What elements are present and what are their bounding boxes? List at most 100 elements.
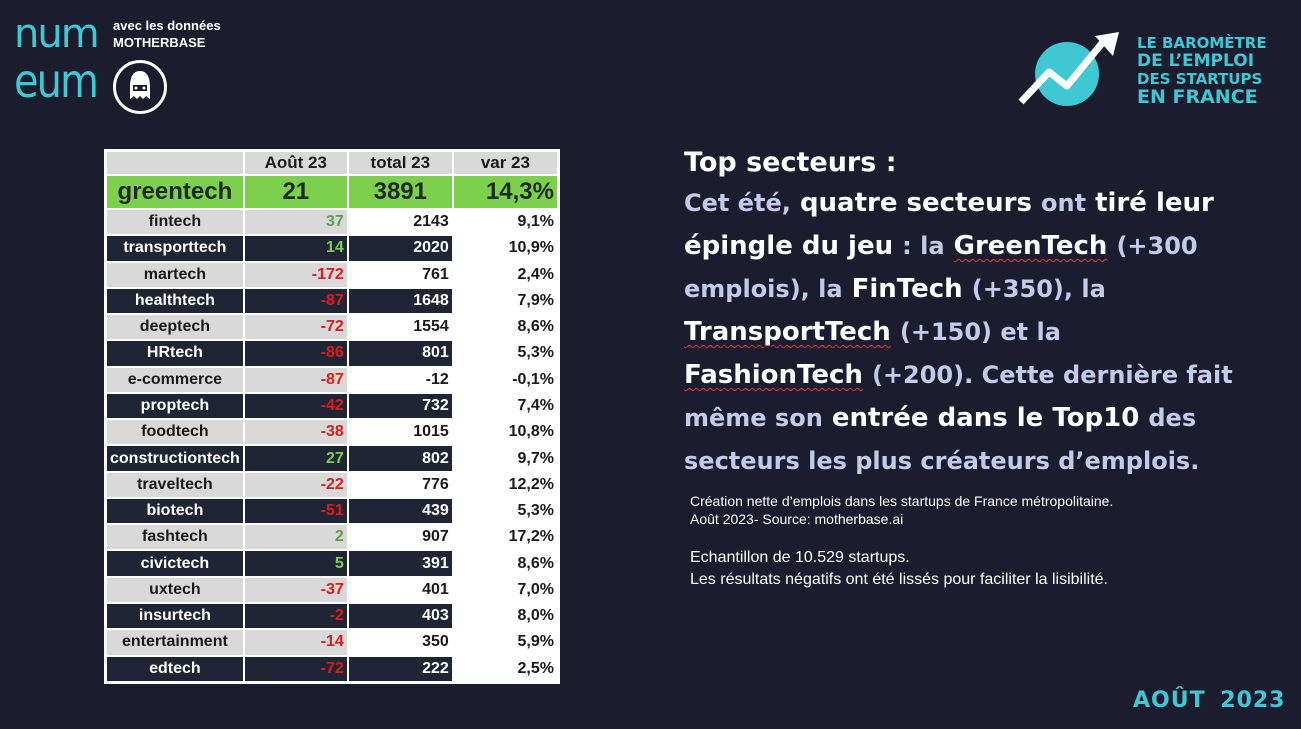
motherbase-mascot-icon xyxy=(113,60,167,114)
table-row: deeptech -72 1554 8,6% xyxy=(107,315,557,340)
cell-aout: -72 xyxy=(244,656,347,681)
headline-seg-13: (+200) xyxy=(871,361,965,389)
partner-line-2: MOTHERBASE xyxy=(113,35,206,50)
cell-total: 907 xyxy=(348,525,452,550)
cell-aout: -51 xyxy=(244,498,347,524)
cell-aout: 14 xyxy=(244,236,347,261)
cell-total: 439 xyxy=(348,498,452,524)
cell-var: 2,4% xyxy=(453,262,557,287)
header-sector xyxy=(107,152,243,174)
header-total: total 23 xyxy=(348,152,452,174)
cell-aout: -42 xyxy=(244,393,347,419)
cell-aout: -2 xyxy=(244,603,347,629)
cell-var: 10,9% xyxy=(453,236,557,261)
logo-line-1: num xyxy=(14,11,100,57)
cell-aout: -38 xyxy=(244,420,347,445)
cell-aout: -87 xyxy=(244,367,347,392)
table-row: biotech -51 439 5,3% xyxy=(107,498,557,524)
cell-var: 8,6% xyxy=(453,551,557,576)
logo-line-2: eum xyxy=(14,55,99,109)
note-line-2: Août 2023- Source: motherbase.ai xyxy=(690,511,904,527)
table-row: edtech -72 222 2,5% xyxy=(107,656,557,681)
note-line-3: Echantillon de 10.529 startups. xyxy=(690,549,910,566)
headline-seg-11: (+150) et la xyxy=(899,318,1061,346)
table-row: transporttech 14 2020 10,9% xyxy=(107,236,557,261)
cell-total: 403 xyxy=(348,603,452,629)
cell-aout: 5 xyxy=(244,551,347,576)
cell-total: 1648 xyxy=(348,288,452,314)
table-row: HRtech -86 801 5,3% xyxy=(107,341,557,366)
cell-aout: 37 xyxy=(244,210,347,235)
cell-var: -0,1% xyxy=(453,367,557,392)
sample-note: Echantillon de 10.529 startups. Les résu… xyxy=(690,547,1108,591)
headline-seg-15: entrée dans le Top10 xyxy=(831,403,1140,433)
cell-var: 7,0% xyxy=(453,577,557,602)
cell-name: proptech xyxy=(107,393,243,419)
cell-total: 391 xyxy=(348,551,452,576)
report-date: AOÛT 2023 xyxy=(1133,688,1286,713)
table-row: e-commerce -87 -12 -0,1% xyxy=(107,367,557,392)
headline-seg-4: tiré leur épingle du jeu xyxy=(684,188,1214,261)
cell-aout: -172 xyxy=(244,262,347,287)
cell-name: civictech xyxy=(107,551,243,576)
table-row: constructiontech 27 802 9,7% xyxy=(107,446,557,471)
cell-name: edtech xyxy=(107,656,243,681)
cell-var: 5,3% xyxy=(453,498,557,524)
cell-var: 9,1% xyxy=(453,210,557,235)
headline-seg-14: . Cette dernière fait même son xyxy=(684,361,1233,432)
cell-name: martech xyxy=(107,262,243,287)
cell-aout: -86 xyxy=(244,341,347,366)
partner-line-1: avec les données xyxy=(113,18,221,33)
partner-caption: avec les données MOTHERBASE xyxy=(113,17,221,51)
table-row: fashtech 2 907 17,2% xyxy=(107,525,557,550)
table-row: foodtech -38 1015 10,8% xyxy=(107,420,557,445)
source-note: Création nette d’emplois dans les startu… xyxy=(690,492,1113,528)
cell-name: transporttech xyxy=(107,236,243,261)
cell-aout: -22 xyxy=(244,472,347,497)
cell-name: foodtech xyxy=(107,420,243,445)
barometre-line-3: DES STARTUPS xyxy=(1137,70,1263,88)
headline-seg-9: (+350), la xyxy=(971,275,1106,303)
cell-total: 776 xyxy=(348,472,452,497)
cell-total: 3891 xyxy=(348,176,452,208)
cell-total: -12 xyxy=(348,367,452,392)
cell-total: 1554 xyxy=(348,315,452,340)
cell-name: traveltech xyxy=(107,472,243,497)
barometre-title: LE BAROMÈTRE DE L’EMPLOI DES STARTUPS EN… xyxy=(1137,34,1267,108)
cell-total: 2143 xyxy=(348,210,452,235)
cell-aout: -72 xyxy=(244,315,347,340)
cell-name: healthtech xyxy=(107,288,243,314)
note-line-4: Les résultats négatifs ont été lissés po… xyxy=(690,571,1108,588)
barometre-line-4: EN FRANCE xyxy=(1137,86,1258,108)
table-row: traveltech -22 776 12,2% xyxy=(107,472,557,497)
cell-total: 401 xyxy=(348,577,452,602)
headline-seg-6: GreenTech xyxy=(953,231,1108,261)
table-row: healthtech -87 1648 7,9% xyxy=(107,288,557,314)
cell-total: 1015 xyxy=(348,420,452,445)
cell-total: 732 xyxy=(348,393,452,419)
cell-var: 12,2% xyxy=(453,472,557,497)
cell-name: fintech xyxy=(107,210,243,235)
cell-var: 5,3% xyxy=(453,341,557,366)
note-line-1: Création nette d’emplois dans les startu… xyxy=(690,493,1114,509)
cell-var: 10,8% xyxy=(453,420,557,445)
sector-table: Août 23 total 23 var 23 greentech 21 389… xyxy=(104,149,560,684)
growth-chart-icon xyxy=(1015,28,1125,108)
cell-name: HRtech xyxy=(107,341,243,366)
cell-name: entertainment xyxy=(107,630,243,655)
cell-name: uxtech xyxy=(107,577,243,602)
cell-name: greentech xyxy=(107,176,243,208)
cell-var: 7,4% xyxy=(453,393,557,419)
cell-aout: 2 xyxy=(244,525,347,550)
cell-var: 8,6% xyxy=(453,315,557,340)
cell-aout: -87 xyxy=(244,288,347,314)
headline-seg-7: (+300 emplois), la xyxy=(684,232,1198,303)
table-row-highlight: greentech 21 3891 14,3% xyxy=(107,176,557,208)
table-row: insurtech -2 403 8,0% xyxy=(107,603,557,629)
header-aout: Août 23 xyxy=(244,152,347,174)
cell-var: 7,9% xyxy=(453,288,557,314)
table-row: uxtech -37 401 7,0% xyxy=(107,577,557,602)
cell-var: 9,7% xyxy=(453,446,557,471)
cell-name: fashtech xyxy=(107,525,243,550)
headline-seg-10: TransportTech xyxy=(684,317,891,347)
